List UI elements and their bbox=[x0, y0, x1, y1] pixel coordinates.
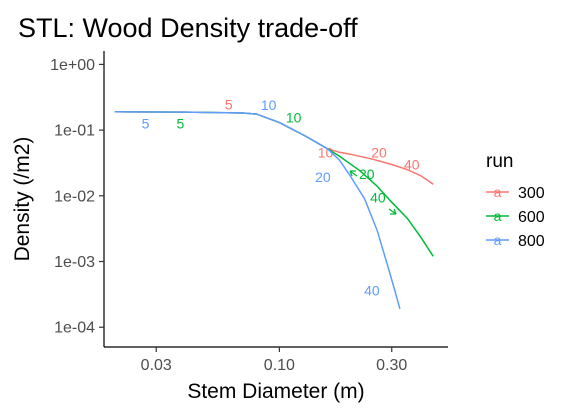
x-tick-label: 0.30 bbox=[376, 357, 407, 374]
annotation-label-800: 10 bbox=[261, 97, 277, 113]
y-tick-label: 1e-02 bbox=[54, 188, 95, 205]
annotation-label-300: 5 bbox=[225, 97, 233, 113]
legend: run a 300 a 600 a 800 bbox=[486, 151, 545, 250]
annotation-label-800: 5 bbox=[142, 116, 150, 132]
plot-area: 5 10 20 40 5 10 20 40 5 10 20 40 bbox=[114, 97, 434, 310]
legend-label-600: 600 bbox=[518, 209, 545, 226]
y-tick-label: 1e-01 bbox=[54, 123, 95, 140]
legend-key-glyph: a bbox=[494, 232, 502, 248]
legend-key-glyph: a bbox=[494, 208, 502, 224]
legend-title: run bbox=[486, 151, 513, 172]
chart-title: STL: Wood Density trade-off bbox=[18, 13, 358, 43]
annotation-label-600: 40 bbox=[370, 189, 386, 205]
x-axis-ticks: 0.03 0.10 0.30 bbox=[141, 347, 407, 374]
annotation-arrow-head bbox=[349, 170, 356, 177]
y-axis-ticks: 1e+00 1e-01 1e-02 1e-03 1e-04 bbox=[50, 57, 104, 337]
x-axis-title: Stem Diameter (m) bbox=[187, 380, 364, 403]
y-axis-title: Density (/m2) bbox=[11, 137, 34, 262]
annotation-label-300: 20 bbox=[371, 144, 387, 160]
legend-label-800: 800 bbox=[518, 233, 545, 250]
annotation-label-600: 10 bbox=[286, 110, 302, 126]
x-tick-label: 0.03 bbox=[141, 357, 172, 374]
annotation-arrow bbox=[349, 170, 358, 177]
annotation-label-300: 10 bbox=[318, 144, 334, 160]
annotation-arrow bbox=[388, 208, 397, 215]
annotation-label-800: 20 bbox=[315, 169, 331, 185]
annotation-label-300: 40 bbox=[404, 156, 420, 172]
annotation-label-800: 40 bbox=[364, 283, 380, 299]
series-line-600 bbox=[114, 111, 434, 257]
annotation-label-600: 20 bbox=[359, 166, 375, 182]
legend-key-glyph: a bbox=[494, 184, 502, 200]
legend-label-300: 300 bbox=[518, 185, 545, 202]
x-tick-label: 0.10 bbox=[264, 357, 295, 374]
annotation-label-600: 5 bbox=[177, 116, 185, 132]
series-line-800 bbox=[114, 111, 401, 310]
y-tick-label: 1e+00 bbox=[50, 57, 95, 74]
y-tick-label: 1e-04 bbox=[54, 320, 95, 337]
y-tick-label: 1e-03 bbox=[54, 254, 95, 271]
